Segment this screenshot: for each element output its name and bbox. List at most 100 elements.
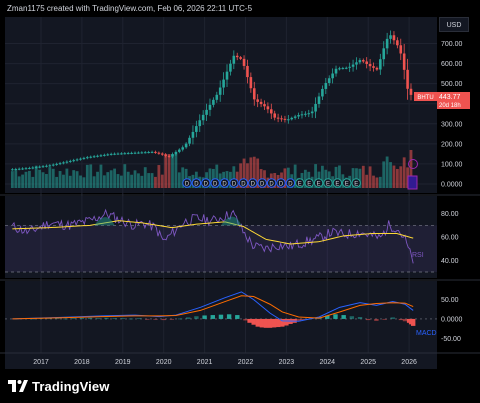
candle-body [21, 168, 24, 170]
price-tick-label: 300.00 [441, 121, 463, 128]
candle-body [283, 118, 287, 120]
candle-body [300, 114, 304, 116]
price-tag-bg [437, 92, 470, 109]
macd-histogram-bar [96, 318, 101, 319]
volume-bar [68, 175, 72, 188]
candle-body [140, 152, 144, 154]
volume-bar [385, 156, 389, 188]
candle-body [307, 113, 311, 115]
candle-body [256, 99, 259, 102]
candle-body [321, 88, 324, 97]
candle-body [341, 68, 345, 70]
tradingview-logo-icon [8, 380, 28, 392]
volume-bar [331, 176, 335, 188]
candle-body [109, 153, 113, 155]
candle-body [368, 63, 372, 67]
dividend-marker-label: D [241, 182, 246, 188]
volume-bar [109, 170, 113, 188]
candle-body [106, 154, 110, 156]
volume-bar [378, 176, 382, 188]
volume-bar [303, 169, 307, 188]
volume-bar [89, 164, 93, 188]
volume-bar [249, 157, 253, 188]
volume-bar [283, 168, 287, 188]
candle-body [287, 119, 290, 121]
candle-body [327, 78, 331, 83]
candle-body [137, 152, 140, 154]
candle-body [28, 167, 31, 169]
candle-body [58, 163, 62, 165]
candle-body [382, 48, 386, 60]
macd-histogram-bar [251, 318, 256, 325]
volume-bar [229, 171, 232, 188]
volume-bar [338, 165, 341, 188]
dividend-marker [201, 178, 211, 188]
volume-bar [246, 163, 249, 188]
volume-bar [34, 165, 38, 188]
candle-body [38, 166, 41, 168]
dividend-marker [248, 178, 258, 188]
volume-bar [24, 171, 28, 188]
volume-bar [154, 176, 157, 188]
x-tick-label: 2021 [197, 359, 213, 366]
candle-body [222, 79, 225, 88]
currency-button[interactable]: USD [439, 17, 469, 32]
rsi-ma-line [12, 220, 414, 245]
candle-body [191, 131, 195, 138]
candle-body [290, 117, 294, 120]
volume-bar [14, 170, 18, 188]
volume-bar [395, 168, 399, 188]
candle-body [365, 61, 368, 64]
volume-bar [334, 166, 338, 188]
candle-body [167, 155, 171, 157]
candle-body [338, 68, 341, 70]
macd-histogram-bar [398, 318, 404, 321]
volume-bar [286, 167, 290, 188]
signal-line [12, 295, 414, 320]
candle-body [297, 115, 300, 117]
candle-body [399, 45, 403, 54]
rsi-line [12, 208, 414, 264]
volume-bar [51, 168, 55, 188]
x-tick-label: 2026 [401, 359, 417, 366]
earnings-marker-label: E [298, 182, 302, 188]
volume-bar [160, 174, 164, 188]
candle-body [68, 160, 72, 162]
macd-histogram-bar [243, 318, 248, 321]
volume-bar [409, 150, 413, 188]
dividend-marker-label: D [269, 182, 274, 188]
volume-bar [41, 172, 45, 188]
candle-body [208, 104, 212, 110]
chart-caption: Zman1175 created with TradingView.com, F… [7, 4, 253, 13]
volume-bar [113, 168, 116, 188]
earnings-marker-label: E [307, 182, 311, 188]
candle-body [51, 164, 55, 166]
candle-body [14, 169, 18, 171]
split-icon [408, 159, 418, 169]
candle-body [406, 69, 409, 89]
price-tick-label: 500.00 [441, 81, 463, 88]
time-axis-strip [5, 353, 437, 369]
price-tick-label: 0.0000 [441, 182, 463, 189]
macd-histogram-bar [366, 318, 371, 321]
candle-body [372, 66, 375, 68]
countdown-label: 20d 18h [439, 103, 461, 109]
earnings-marker [342, 178, 352, 188]
volume-bar [65, 168, 69, 188]
macd-histogram-bar [63, 318, 68, 320]
earnings-marker [323, 178, 333, 188]
volume-bar [58, 171, 62, 188]
volume-bar [208, 168, 212, 188]
volume-bar [102, 175, 106, 188]
candle-body [188, 137, 191, 144]
dividend-marker-label: D [185, 182, 190, 188]
dividend-marker [219, 178, 230, 188]
macd-line [12, 291, 414, 322]
macd-histogram-bar [255, 318, 260, 327]
candle-body [113, 153, 116, 155]
volume-bar [85, 164, 89, 188]
candle-body [65, 161, 69, 163]
volume-bar [123, 164, 127, 188]
dividend-marker [191, 178, 202, 188]
price-tick-label: 100.00 [441, 161, 463, 168]
